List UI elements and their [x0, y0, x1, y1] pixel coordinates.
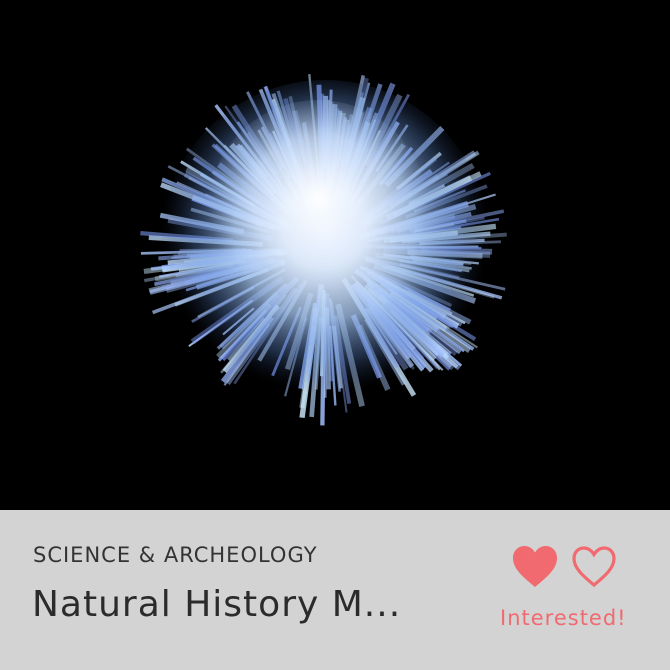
heart-outline-icon[interactable]	[570, 545, 618, 589]
interest-status-label: Interested!	[500, 606, 627, 630]
event-category: SCIENCE & ARCHEOLOGY	[33, 543, 318, 567]
interest-controls	[511, 545, 621, 591]
heart-filled-icon[interactable]	[511, 545, 559, 589]
event-title[interactable]: Natural History M...	[32, 584, 402, 625]
crystal-cluster-icon	[140, 74, 507, 426]
card-footer: SCIENCE & ARCHEOLOGY Natural History M..…	[0, 510, 670, 670]
event-image[interactable]	[0, 0, 670, 510]
